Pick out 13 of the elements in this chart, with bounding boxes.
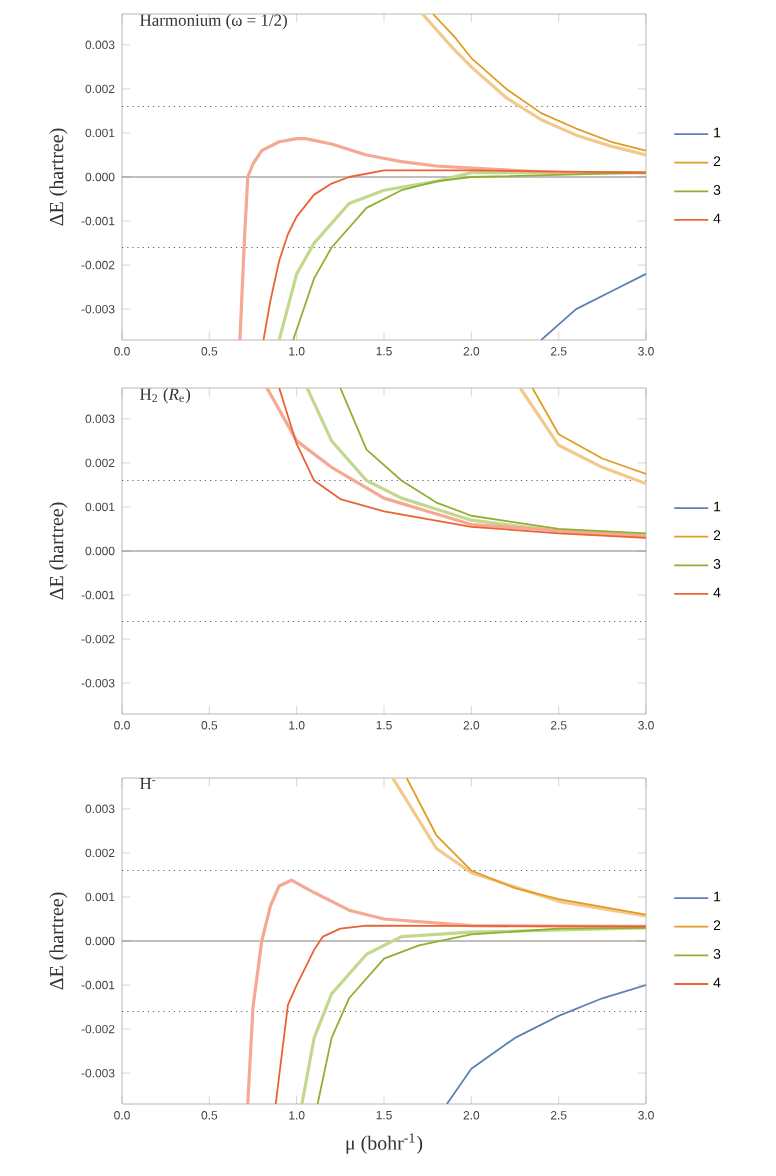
line-series — [518, 388, 646, 486]
y-axis-title: ΔE (hartree) — [49, 892, 68, 990]
line-series — [445, 984, 646, 1104]
line-series — [531, 388, 646, 475]
line-series — [540, 273, 646, 340]
y-axis-title: ΔE (hartree) — [49, 128, 68, 226]
chart-title: H$_{2}$ (R$_{e}$) — [140, 387, 191, 404]
chart-title: Harmonium (ω = 1/2) — [140, 13, 287, 30]
x-axis-title: μ (bohr$^{-1}$) — [346, 1133, 423, 1154]
chart-title: H$^{-}$ — [140, 777, 156, 790]
line-series — [238, 137, 646, 340]
y-axis-title: ΔE (hartree) — [49, 502, 68, 600]
line-series — [246, 878, 646, 1104]
